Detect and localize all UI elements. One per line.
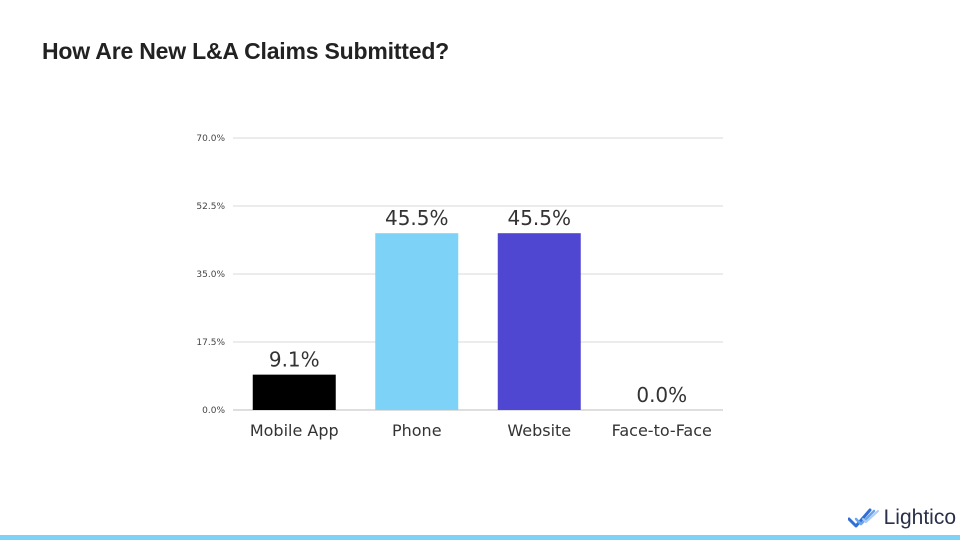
data-label: 45.5% [507,206,571,230]
x-axis-categories: Mobile App Phone Website Face-to-Face [250,421,712,440]
bar [375,233,459,410]
page-title: How Are New L&A Claims Submitted? [42,38,450,64]
y-tick-label: 70.0% [196,134,225,144]
y-axis-ticks: 0.0% 17.5% 35.0% 52.5% 70.0% [196,134,225,416]
x-category-label: Face-to-Face [612,421,712,440]
y-tick-label: 52.5% [196,202,225,212]
data-label: 9.1% [269,348,320,372]
data-label: 45.5% [385,206,449,230]
x-category-label: Phone [392,421,442,440]
check-swoosh-icon [847,508,879,528]
logo-text: Lightico [883,506,956,529]
lightico-logo: Lightico [847,506,956,530]
y-tick-label: 0.0% [202,406,225,416]
bar [252,374,336,410]
y-tick-label: 17.5% [196,338,225,348]
accent-bar [0,535,960,540]
bars [252,233,581,410]
x-category-label: Website [507,421,571,440]
y-tick-label: 35.0% [196,270,225,280]
bar [497,233,581,410]
data-labels: 9.1% 45.5% 45.5% 0.0% [269,206,687,407]
data-label: 0.0% [636,383,687,407]
x-category-label: Mobile App [250,421,339,440]
